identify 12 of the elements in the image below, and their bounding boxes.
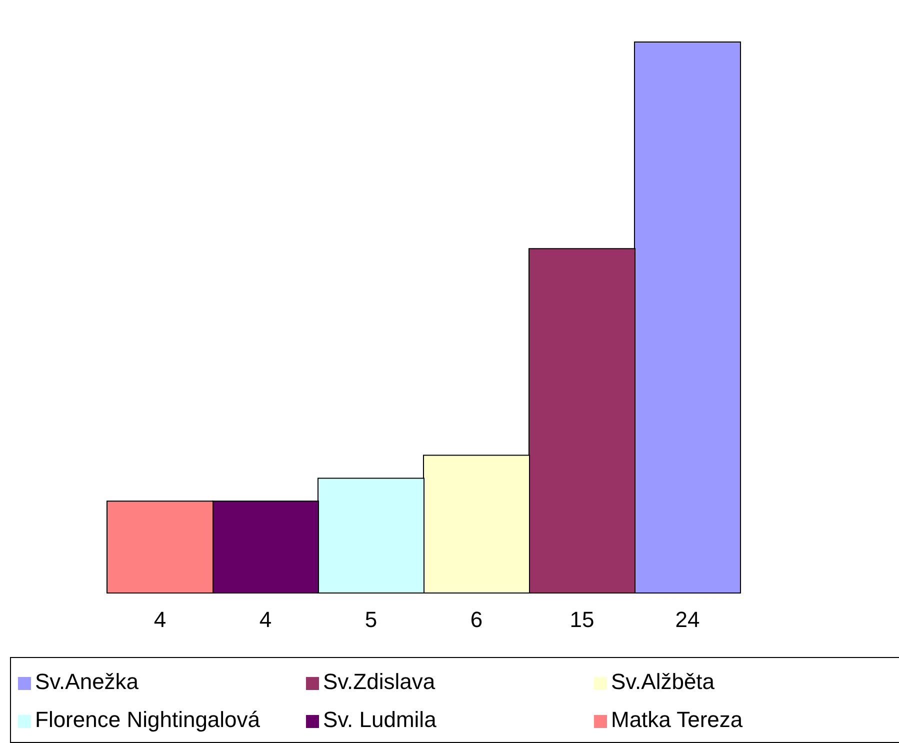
legend-label: Florence Nightingalová [35,707,260,732]
legend-label: Sv.Anežka [35,669,139,694]
data-label: 5 [364,607,378,632]
data-label: 4 [259,607,272,632]
legend-label: Sv. Ludmila [323,707,436,732]
data-label: 15 [570,607,594,632]
legend-label: Sv.Zdislava [323,669,436,694]
data-label: 6 [470,607,483,632]
data-label: 4 [154,607,166,632]
data-label: 24 [675,607,700,632]
legend-label: Sv.Alžběta [611,669,715,694]
legend-label: Matka Tereza [611,707,743,732]
